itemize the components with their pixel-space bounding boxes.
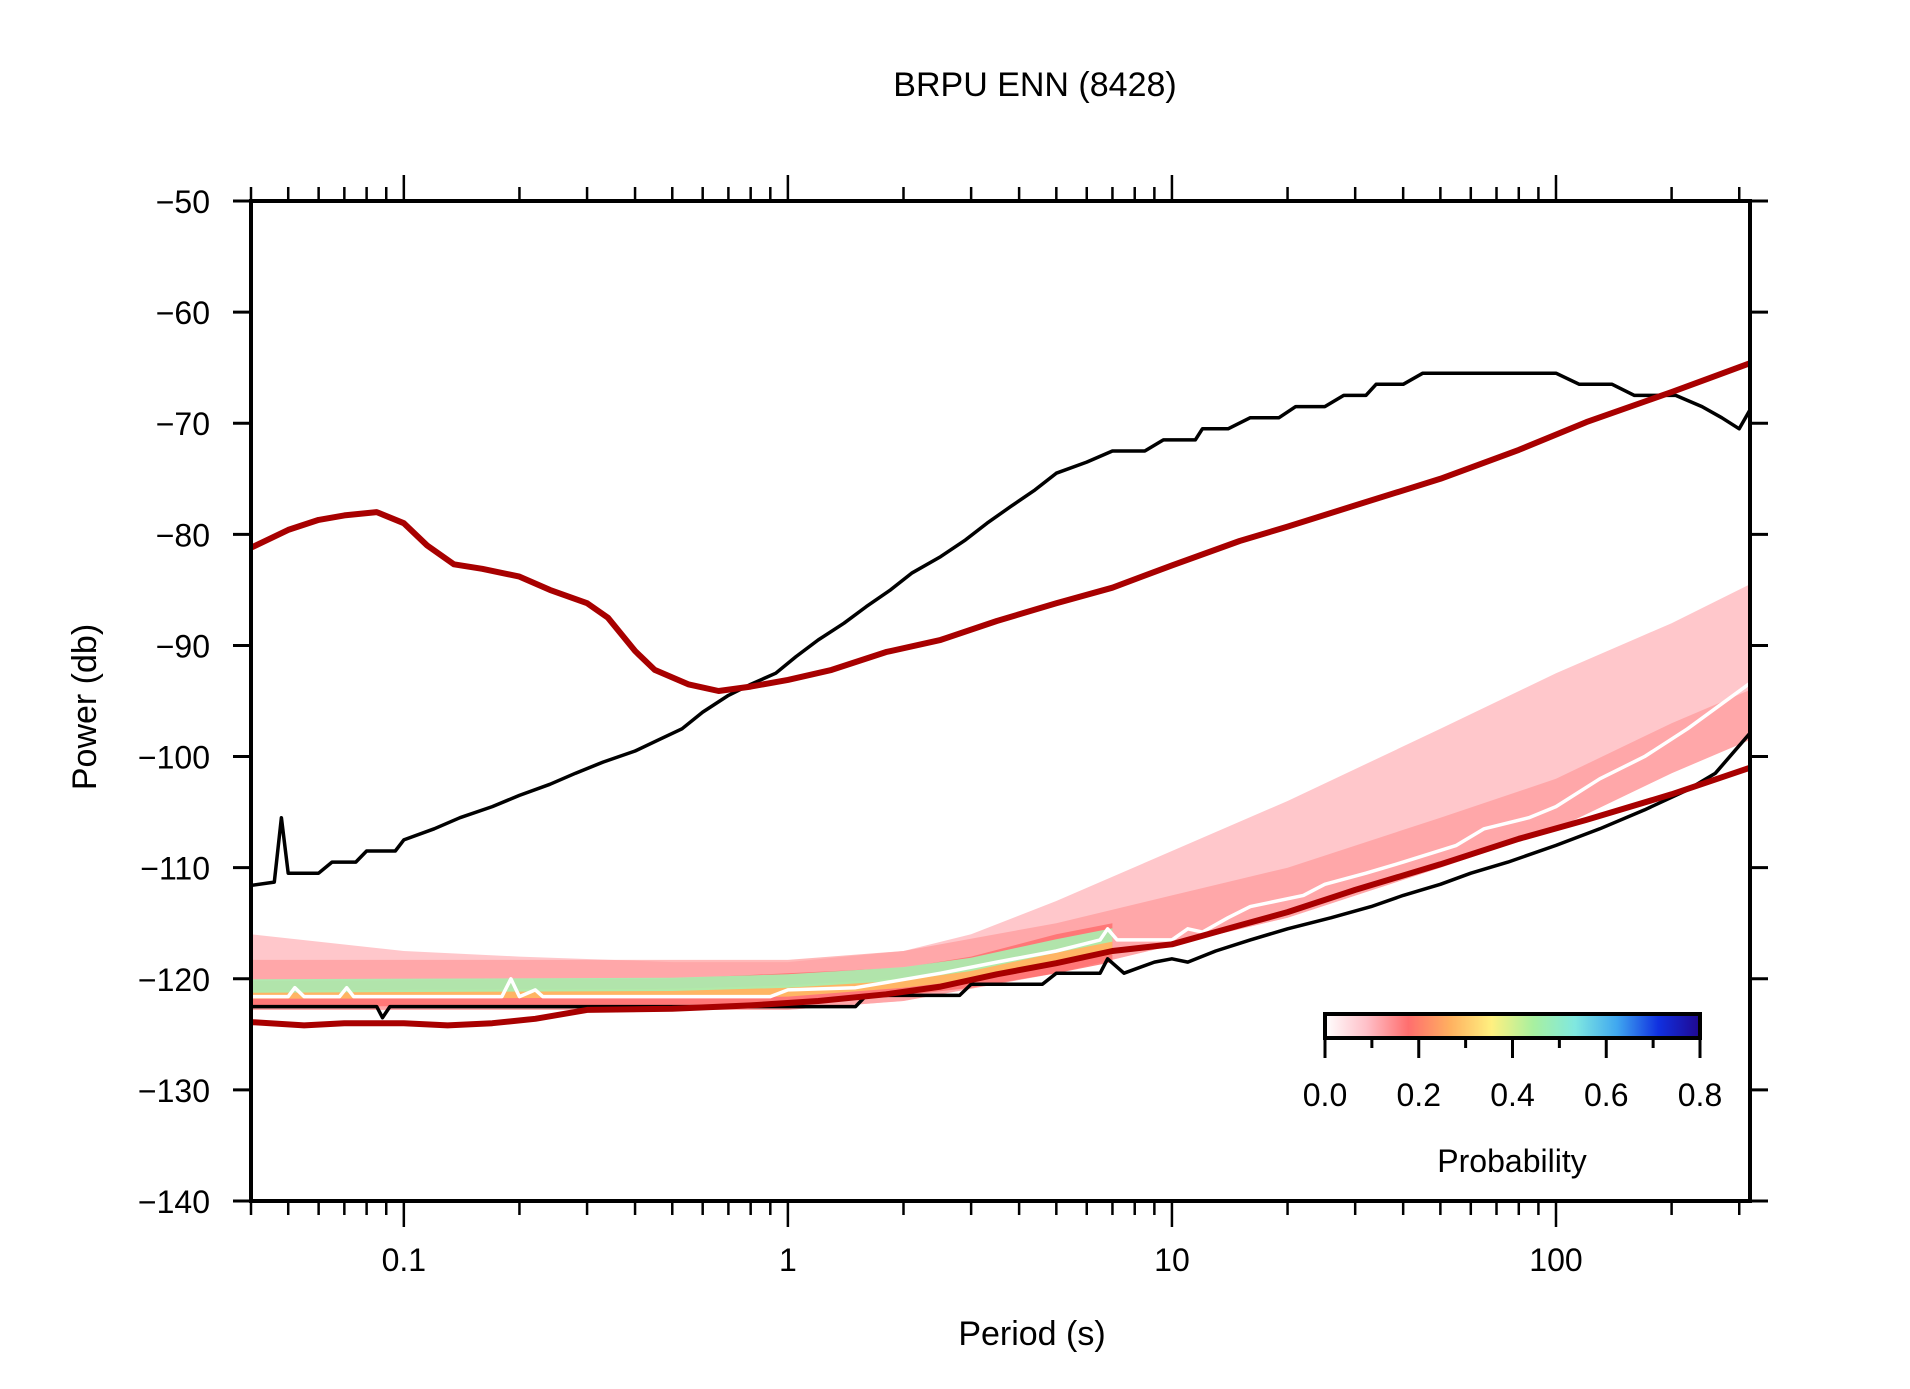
colorbar-tick-label: 0.6: [1584, 1077, 1628, 1113]
y-tick-label: −70: [156, 406, 210, 442]
colorbar-tick-label: 0.8: [1678, 1077, 1722, 1113]
pdf-band-peak-orange: [251, 939, 1113, 999]
y-tick-label: −130: [138, 1073, 210, 1109]
x-axis: 0.1 1 10 100: [249, 175, 1741, 1278]
y-tick-label: −90: [156, 628, 210, 664]
y-tick-label: −60: [156, 295, 210, 331]
series-mode: [251, 681, 1750, 999]
y-axis-label: Power (db): [66, 624, 104, 790]
plot-frame: [249, 199, 1752, 1203]
series-new-high-noise-model: [251, 360, 1750, 694]
colorbar-scale: [1323, 1012, 1702, 1040]
x-tick-label: 100: [1529, 1242, 1582, 1278]
pdf-band-mid-probability: [251, 689, 1750, 1010]
series-maximum-psd: [251, 371, 1750, 888]
colorbar-tick-label: 0.2: [1397, 1077, 1441, 1113]
chart-title: BRPU ENN (8428): [893, 66, 1176, 104]
y-tick-label: −140: [138, 1184, 210, 1220]
colorbar-tick-label: 0.4: [1490, 1077, 1534, 1113]
y-tick-label: −80: [156, 517, 210, 553]
x-tick-label: 1: [779, 1242, 797, 1278]
series-minimum-psd: [251, 731, 1750, 1020]
colorbar-legend: 0.0 0.2 0.4 0.6 0.8 Probability: [1303, 1012, 1722, 1179]
y-tick-label: −100: [138, 740, 210, 776]
pdf-density-layer: [251, 584, 1750, 1010]
series-new-low-noise-model: [251, 764, 1750, 1029]
y-tick-label: −110: [140, 851, 210, 887]
y-axis: −50 −60 −70 −80 −90 −100 −110 −120 −130 −140: [138, 184, 1768, 1220]
colorbar-ticks: 0.0 0.2 0.4 0.6 0.8: [1303, 1038, 1722, 1113]
colorbar-label: Probability: [1437, 1143, 1586, 1179]
y-tick-label: −50: [156, 184, 210, 220]
series-layer: [251, 360, 1750, 1029]
x-tick-label: 0.1: [382, 1242, 426, 1278]
x-axis-label: Period (s): [958, 1315, 1105, 1353]
x-tick-label: 10: [1154, 1242, 1190, 1278]
colorbar-tick-label: 0.0: [1303, 1077, 1347, 1113]
y-tick-label: −120: [138, 962, 210, 998]
pdf-band-peak-green: [251, 928, 1113, 993]
